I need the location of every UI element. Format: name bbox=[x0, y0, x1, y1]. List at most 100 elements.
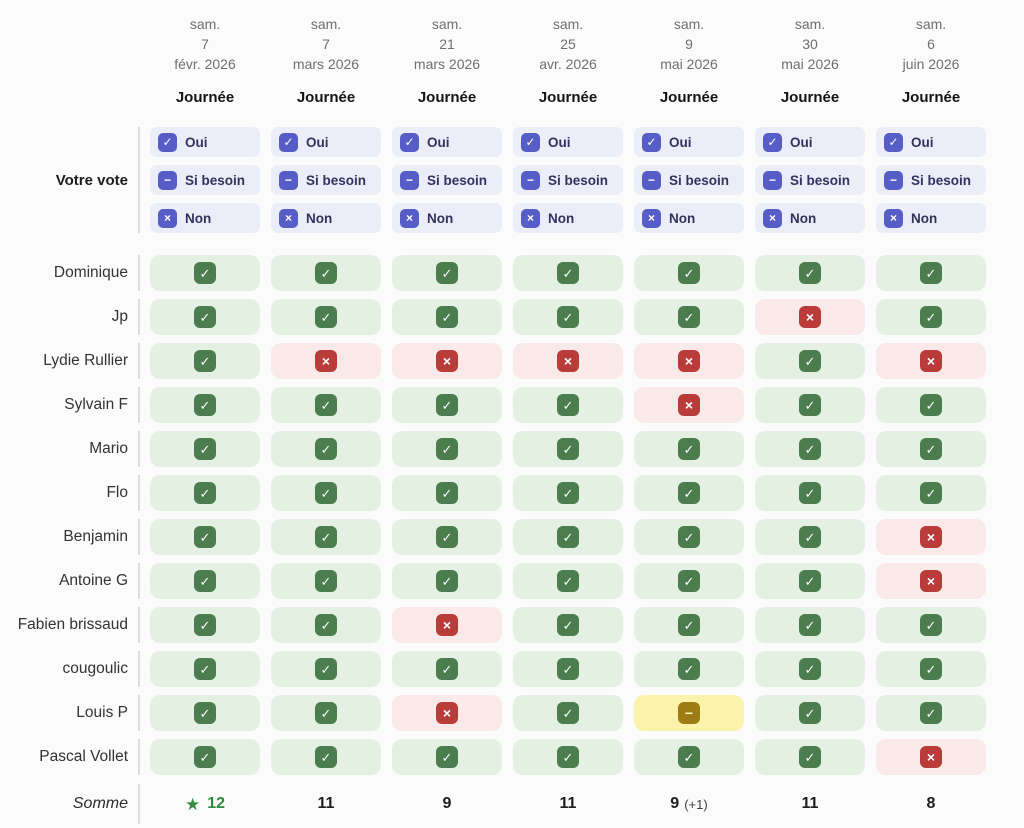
date-header-row: sam. 7 févr. 2026 Journée sam. 7 mars 2026 Jour… bbox=[0, 14, 1024, 108]
column-month-year: mai 2026 bbox=[781, 56, 839, 72]
check-icon: ✓ bbox=[678, 482, 700, 504]
vote-option-column: ✓ Oui − Si besoin × Non bbox=[876, 127, 986, 233]
vote-option-no-button[interactable]: × Non bbox=[513, 203, 623, 233]
participant-row: Jp ✓ ✓ ✓ ✓ ✓ × ✓ bbox=[0, 299, 1024, 335]
column-header: sam. 30 mai 2026 Journée bbox=[755, 14, 865, 108]
vote-option-no-button[interactable]: × Non bbox=[634, 203, 744, 233]
sum-cell: 11 bbox=[513, 795, 623, 813]
participant-vote-cells: ✓ ✓ ✓ ✓ ✓ × ✓ bbox=[138, 299, 986, 335]
vote-option-column: ✓ Oui − Si besoin × Non bbox=[513, 127, 623, 233]
vote-option-yes-button[interactable]: ✓ Oui bbox=[876, 127, 986, 157]
check-checkbox-icon: ✓ bbox=[521, 132, 540, 152]
column-header: sam. 25 avr. 2026 Journée bbox=[513, 14, 623, 108]
vote-option-no-button[interactable]: × Non bbox=[392, 203, 502, 233]
check-icon: ✓ bbox=[678, 570, 700, 592]
vote-cell-yes: ✓ bbox=[876, 387, 986, 423]
participant-vote-cells: ✓ ✓ ✓ ✓ ✓ ✓ ✓ bbox=[138, 475, 986, 511]
vote-option-yes-button[interactable]: ✓ Oui bbox=[513, 127, 623, 157]
vote-cell-yes: ✓ bbox=[392, 387, 502, 423]
vote-option-yes-button[interactable]: ✓ Oui bbox=[392, 127, 502, 157]
vote-cell-yes: ✓ bbox=[876, 475, 986, 511]
check-icon: ✓ bbox=[678, 438, 700, 460]
x-icon: × bbox=[436, 350, 458, 372]
vote-cell-yes: ✓ bbox=[513, 563, 623, 599]
vote-cell-yes: ✓ bbox=[513, 431, 623, 467]
vote-option-label: Non bbox=[669, 210, 696, 226]
vote-option-yes-button[interactable]: ✓ Oui bbox=[271, 127, 381, 157]
vote-option-ifneedbe-button[interactable]: − Si besoin bbox=[513, 165, 623, 195]
dash-checkbox-icon: − bbox=[884, 170, 903, 190]
column-day: 30 bbox=[802, 36, 818, 52]
column-weekday: sam. bbox=[915, 16, 947, 32]
check-checkbox-icon: ✓ bbox=[884, 132, 903, 152]
column-day: 7 bbox=[322, 36, 330, 52]
vote-cell-yes: ✓ bbox=[634, 651, 744, 687]
vote-option-column: ✓ Oui − Si besoin × Non bbox=[150, 127, 260, 233]
vote-option-ifneedbe-button[interactable]: − Si besoin bbox=[271, 165, 381, 195]
check-icon: ✓ bbox=[436, 394, 458, 416]
x-icon: × bbox=[920, 570, 942, 592]
sum-count: 12 bbox=[207, 795, 226, 812]
check-icon: ✓ bbox=[315, 570, 337, 592]
vote-option-yes-button[interactable]: ✓ Oui bbox=[755, 127, 865, 157]
column-month-year: mai 2026 bbox=[660, 56, 718, 72]
x-checkbox-icon: × bbox=[400, 208, 419, 228]
vote-cell-yes: ✓ bbox=[392, 739, 502, 775]
sum-label: Somme bbox=[72, 795, 128, 812]
vote-option-ifneedbe-button[interactable]: − Si besoin bbox=[150, 165, 260, 195]
x-checkbox-icon: × bbox=[642, 208, 661, 228]
vote-option-no-button[interactable]: × Non bbox=[150, 203, 260, 233]
vote-cell-yes: ✓ bbox=[755, 475, 865, 511]
best-choice-star-icon: ★ bbox=[184, 794, 201, 814]
vote-option-label: Oui bbox=[306, 134, 329, 150]
column-day: 6 bbox=[927, 36, 935, 52]
participant-row: Mario ✓ ✓ ✓ ✓ ✓ ✓ ✓ bbox=[0, 431, 1024, 467]
check-icon: ✓ bbox=[799, 526, 821, 548]
vote-option-ifneedbe-button[interactable]: − Si besoin bbox=[392, 165, 502, 195]
vote-option-label: Si besoin bbox=[185, 172, 246, 188]
column-slot-label: Journée bbox=[659, 89, 719, 106]
x-icon: × bbox=[557, 350, 579, 372]
column-day: 9 bbox=[685, 36, 693, 52]
check-icon: ✓ bbox=[315, 614, 337, 636]
column-month-year: juin 2026 bbox=[902, 56, 960, 72]
vote-cell-yes: ✓ bbox=[271, 299, 381, 335]
vote-option-no-button[interactable]: × Non bbox=[271, 203, 381, 233]
vote-option-no-button[interactable]: × Non bbox=[876, 203, 986, 233]
dash-icon: − bbox=[678, 702, 700, 724]
vote-cell-yes: ✓ bbox=[150, 387, 260, 423]
vote-cell-no: × bbox=[876, 563, 986, 599]
vote-option-yes-button[interactable]: ✓ Oui bbox=[150, 127, 260, 157]
participant-vote-cells: ✓ ✓ ✓ ✓ ✓ ✓ ✓ bbox=[138, 255, 986, 291]
vote-option-no-button[interactable]: × Non bbox=[755, 203, 865, 233]
participant-name: Jp bbox=[111, 308, 128, 325]
vote-cell-yes: ✓ bbox=[876, 607, 986, 643]
vote-option-column: ✓ Oui − Si besoin × Non bbox=[271, 127, 381, 233]
vote-cell-no: × bbox=[876, 343, 986, 379]
vote-cell-yes: ✓ bbox=[271, 519, 381, 555]
vote-option-ifneedbe-button[interactable]: − Si besoin bbox=[876, 165, 986, 195]
participant-vote-cells: ✓ ✓ ✓ ✓ ✓ ✓ × bbox=[138, 519, 986, 555]
participant-name: Dominique bbox=[53, 264, 128, 281]
vote-cell-yes: ✓ bbox=[150, 255, 260, 291]
x-checkbox-icon: × bbox=[521, 208, 540, 228]
vote-cell-yes: ✓ bbox=[755, 695, 865, 731]
check-icon: ✓ bbox=[436, 306, 458, 328]
check-icon: ✓ bbox=[194, 658, 216, 680]
sum-cell: 11 bbox=[755, 795, 865, 813]
vote-option-ifneedbe-button[interactable]: − Si besoin bbox=[755, 165, 865, 195]
check-icon: ✓ bbox=[436, 262, 458, 284]
vote-option-ifneedbe-button[interactable]: − Si besoin bbox=[634, 165, 744, 195]
check-icon: ✓ bbox=[557, 658, 579, 680]
vote-cell-yes: ✓ bbox=[755, 519, 865, 555]
participant-row: Dominique ✓ ✓ ✓ ✓ ✓ ✓ ✓ bbox=[0, 255, 1024, 291]
vote-option-yes-button[interactable]: ✓ Oui bbox=[634, 127, 744, 157]
vote-cell-yes: ✓ bbox=[392, 651, 502, 687]
vote-option-label: Non bbox=[306, 210, 333, 226]
check-icon: ✓ bbox=[799, 394, 821, 416]
x-checkbox-icon: × bbox=[279, 208, 298, 228]
participant-name: Flo bbox=[106, 484, 128, 501]
check-icon: ✓ bbox=[194, 482, 216, 504]
dash-checkbox-icon: − bbox=[642, 170, 661, 190]
vote-cell-yes: ✓ bbox=[392, 255, 502, 291]
